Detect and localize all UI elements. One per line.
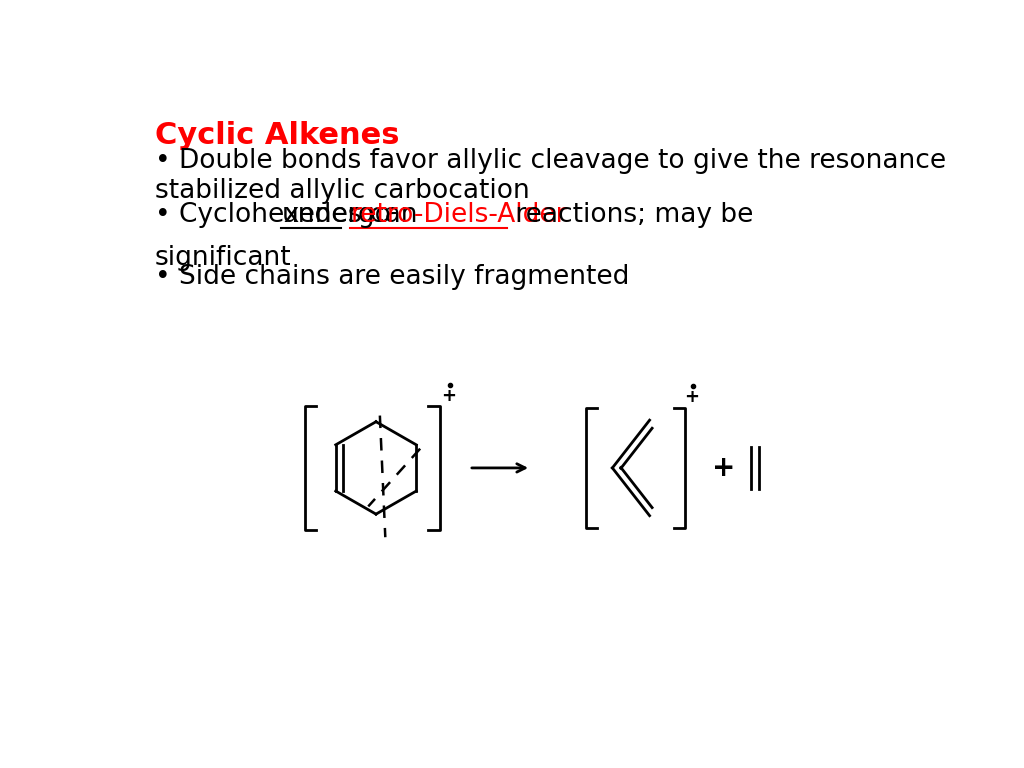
Text: +: +: [713, 454, 735, 482]
Text: • Double bonds favor allylic cleavage to give the resonance
stabilized allylic c: • Double bonds favor allylic cleavage to…: [155, 148, 946, 204]
Text: • Side chains are easily fragmented: • Side chains are easily fragmented: [155, 264, 630, 290]
Text: +: +: [441, 387, 456, 405]
Text: • Cyclohexenes can: • Cyclohexenes can: [155, 202, 426, 228]
Text: retro-Diels-Alder: retro-Diels-Alder: [350, 202, 567, 228]
Text: significant: significant: [155, 246, 292, 271]
Text: undergo: undergo: [282, 202, 391, 228]
Text: Cyclic Alkenes: Cyclic Alkenes: [155, 121, 399, 151]
Text: reactions; may be: reactions; may be: [507, 202, 754, 228]
Text: +: +: [684, 389, 699, 406]
